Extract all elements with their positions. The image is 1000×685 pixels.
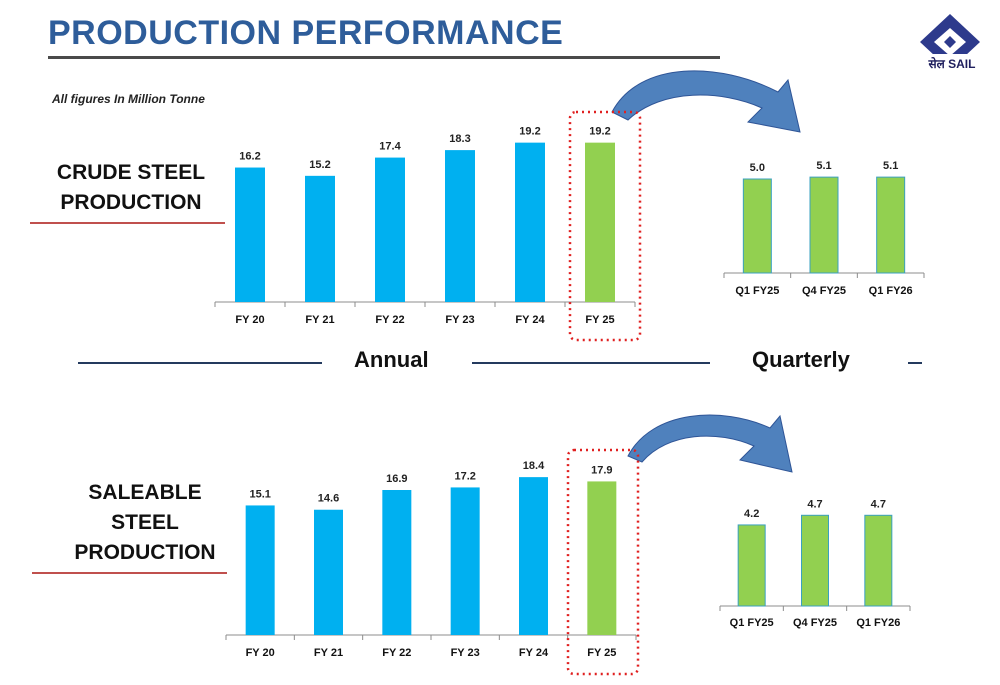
saleable-quarterly-data-label: 4.2 bbox=[744, 508, 759, 520]
crude-annual-data-label: 15.2 bbox=[309, 159, 330, 171]
saleable-label-underline bbox=[32, 572, 227, 574]
sail-logo-icon bbox=[920, 14, 980, 70]
saleable-steel-label: SALEABLE STEEL PRODUCTION bbox=[50, 478, 240, 568]
divider-left bbox=[78, 362, 322, 364]
annual-label: Annual bbox=[354, 347, 429, 372]
crude-annual-tick-label: FY 20 bbox=[235, 314, 264, 326]
saleable-quarterly-tick-label: Q1 FY26 bbox=[856, 617, 900, 629]
crude-quarterly-bar bbox=[742, 178, 772, 274]
saleable-annual-data-label: 17.9 bbox=[591, 464, 612, 476]
crude-annual-data-label: 19.2 bbox=[589, 126, 610, 138]
saleable-annual-data-label: 17.2 bbox=[454, 470, 475, 482]
crude-quarterly-data-label: 5.0 bbox=[750, 162, 765, 174]
saleable-annual-tick-label: FY 23 bbox=[451, 647, 480, 659]
crude-steel-label: CRUDE STEEL PRODUCTION bbox=[36, 158, 226, 218]
crude-annual-bar bbox=[445, 150, 475, 302]
saleable-annual-tick-label: FY 20 bbox=[246, 647, 275, 659]
saleable-annual-data-label: 18.4 bbox=[523, 460, 545, 472]
saleable-annual-bar bbox=[519, 477, 548, 635]
saleable-quarterly-chart: 4.2 Q1 FY25 4.7 Q4 FY25 4.7 Q1 FY26 bbox=[719, 498, 911, 629]
saleable-quarterly-tick-label: Q4 FY25 bbox=[793, 617, 837, 629]
crude-annual-bar bbox=[515, 142, 545, 302]
saleable-annual-bar bbox=[245, 505, 275, 635]
units-note: All figures In Million Tonne bbox=[52, 92, 205, 106]
annual-to-quarterly-arrow-bottom bbox=[627, 414, 793, 473]
crude-quarterly-bar bbox=[809, 176, 839, 274]
crude-annual-bar bbox=[235, 167, 265, 302]
crude-quarterly-tick-label: Q1 FY26 bbox=[869, 285, 913, 297]
saleable-annual-data-label: 16.9 bbox=[386, 473, 407, 485]
annual-to-quarterly-arrow-top bbox=[611, 70, 801, 133]
crude-quarterly-bar bbox=[876, 176, 906, 274]
page-title: PRODUCTION PERFORMANCE bbox=[48, 14, 564, 52]
crude-quarterly-tick-label: Q4 FY25 bbox=[802, 285, 846, 297]
crude-quarterly-data-label: 5.1 bbox=[883, 160, 898, 172]
divider-right bbox=[908, 362, 922, 364]
saleable-quarterly-data-label: 4.7 bbox=[871, 498, 886, 510]
saleable-quarterly-data-label: 4.7 bbox=[807, 498, 822, 510]
crude-quarterly-tick-label: Q1 FY25 bbox=[735, 285, 779, 297]
saleable-annual-data-label: 14.6 bbox=[318, 493, 339, 505]
logo-text: सेल SAIL bbox=[928, 57, 976, 71]
quarterly-label: Quarterly bbox=[752, 347, 850, 372]
saleable-quarterly-bar bbox=[737, 524, 766, 607]
saleable-annual-tick-label: FY 24 bbox=[519, 647, 549, 659]
saleable-quarterly-tick-label: Q1 FY25 bbox=[730, 617, 774, 629]
saleable-label-line-2: STEEL bbox=[111, 511, 179, 534]
saleable-annual-bar bbox=[314, 509, 343, 635]
crude-annual-tick-label: FY 22 bbox=[375, 314, 404, 326]
crude-annual-chart: 16.2 FY 20 15.2 FY 21 17.4 FY 22 18.3 FY 23 19.2… bbox=[214, 126, 636, 326]
crude-label-line-2: PRODUCTION bbox=[60, 191, 202, 214]
saleable-annual-tick-label: FY 21 bbox=[314, 647, 343, 659]
crude-annual-tick-label: FY 21 bbox=[305, 314, 334, 326]
saleable-quarterly-bar bbox=[864, 514, 893, 607]
saleable-annual-bar bbox=[382, 489, 412, 635]
crude-label-line-1: CRUDE STEEL bbox=[56, 161, 206, 184]
crude-quarterly-chart: 5.0 Q1 FY25 5.1 Q4 FY25 5.1 Q1 FY26 bbox=[723, 160, 925, 297]
saleable-annual-bar bbox=[450, 487, 480, 635]
saleable-annual-bar bbox=[587, 481, 617, 635]
crude-quarterly-data-label: 5.1 bbox=[816, 160, 831, 172]
crude-annual-data-label: 19.2 bbox=[519, 126, 540, 138]
crude-label-underline bbox=[30, 222, 225, 224]
crude-annual-bar bbox=[305, 175, 335, 302]
saleable-annual-tick-label: FY 22 bbox=[382, 647, 411, 659]
fy25-highlight-box-top bbox=[568, 110, 642, 342]
crude-annual-tick-label: FY 23 bbox=[445, 314, 474, 326]
saleable-label-line-1: SALEABLE bbox=[88, 481, 202, 504]
saleable-annual-chart: 15.1 FY 20 14.6 FY 21 16.9 FY 22 17.2 FY 23 18.4… bbox=[225, 460, 637, 659]
saleable-annual-tick-label: FY 25 bbox=[587, 647, 616, 659]
crude-annual-tick-label: FY 24 bbox=[515, 314, 545, 326]
crude-annual-data-label: 16.2 bbox=[239, 151, 260, 163]
saleable-quarterly-bar bbox=[801, 514, 829, 607]
saleable-annual-data-label: 15.1 bbox=[249, 488, 270, 500]
crude-annual-tick-label: FY 25 bbox=[585, 314, 614, 326]
crude-annual-bar bbox=[585, 142, 615, 302]
crude-annual-data-label: 18.3 bbox=[449, 133, 470, 145]
crude-annual-data-label: 17.4 bbox=[379, 141, 401, 153]
divider-middle bbox=[472, 362, 710, 364]
title-underline bbox=[48, 56, 720, 59]
saleable-label-line-3: PRODUCTION bbox=[74, 541, 216, 564]
crude-annual-bar bbox=[375, 157, 405, 302]
